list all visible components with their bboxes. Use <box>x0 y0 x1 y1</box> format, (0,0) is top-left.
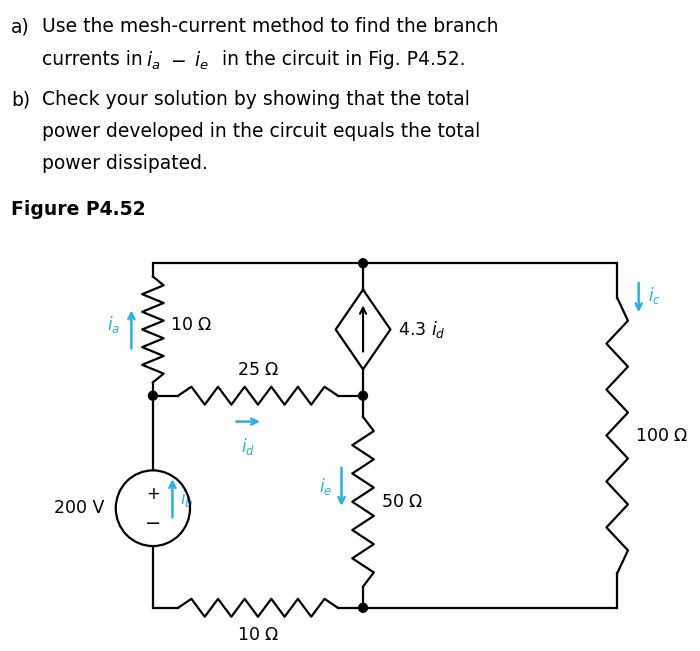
Text: 100 $\Omega$: 100 $\Omega$ <box>635 426 688 445</box>
Text: currents in: currents in <box>43 50 149 69</box>
Text: 25 $\Omega$: 25 $\Omega$ <box>237 361 279 379</box>
Text: 200 V: 200 V <box>54 499 104 517</box>
Text: a): a) <box>11 18 30 36</box>
Text: $i_e$: $i_e$ <box>318 477 332 497</box>
Text: 50 $\Omega$: 50 $\Omega$ <box>381 493 423 511</box>
Text: 10 $\Omega$: 10 $\Omega$ <box>169 316 212 333</box>
Text: −: − <box>145 514 161 533</box>
Text: Use the mesh-current method to find the branch: Use the mesh-current method to find the … <box>43 18 499 36</box>
Circle shape <box>148 391 158 400</box>
Text: in the circuit in Fig. P4.52.: in the circuit in Fig. P4.52. <box>216 50 466 69</box>
Circle shape <box>358 603 368 613</box>
Text: $i_d$: $i_d$ <box>241 436 255 456</box>
Circle shape <box>358 391 368 400</box>
Text: b): b) <box>11 90 30 109</box>
Text: 10 $\Omega$: 10 $\Omega$ <box>237 626 279 644</box>
Text: $i_a$: $i_a$ <box>106 314 120 335</box>
Text: $-$: $-$ <box>169 50 186 69</box>
Text: 4.3 $i_d$: 4.3 $i_d$ <box>398 319 446 340</box>
Circle shape <box>358 259 368 268</box>
Text: $i_c$: $i_c$ <box>648 284 662 305</box>
Text: $i_b$: $i_b$ <box>181 488 194 509</box>
Text: power developed in the circuit equals the total: power developed in the circuit equals th… <box>43 122 481 141</box>
Text: $i_a$: $i_a$ <box>146 50 160 72</box>
Text: Check your solution by showing that the total: Check your solution by showing that the … <box>43 90 470 109</box>
Text: Figure P4.52: Figure P4.52 <box>11 200 146 219</box>
Text: power dissipated.: power dissipated. <box>43 154 209 173</box>
Text: +: + <box>146 485 160 503</box>
Text: $i_e$: $i_e$ <box>194 50 209 72</box>
